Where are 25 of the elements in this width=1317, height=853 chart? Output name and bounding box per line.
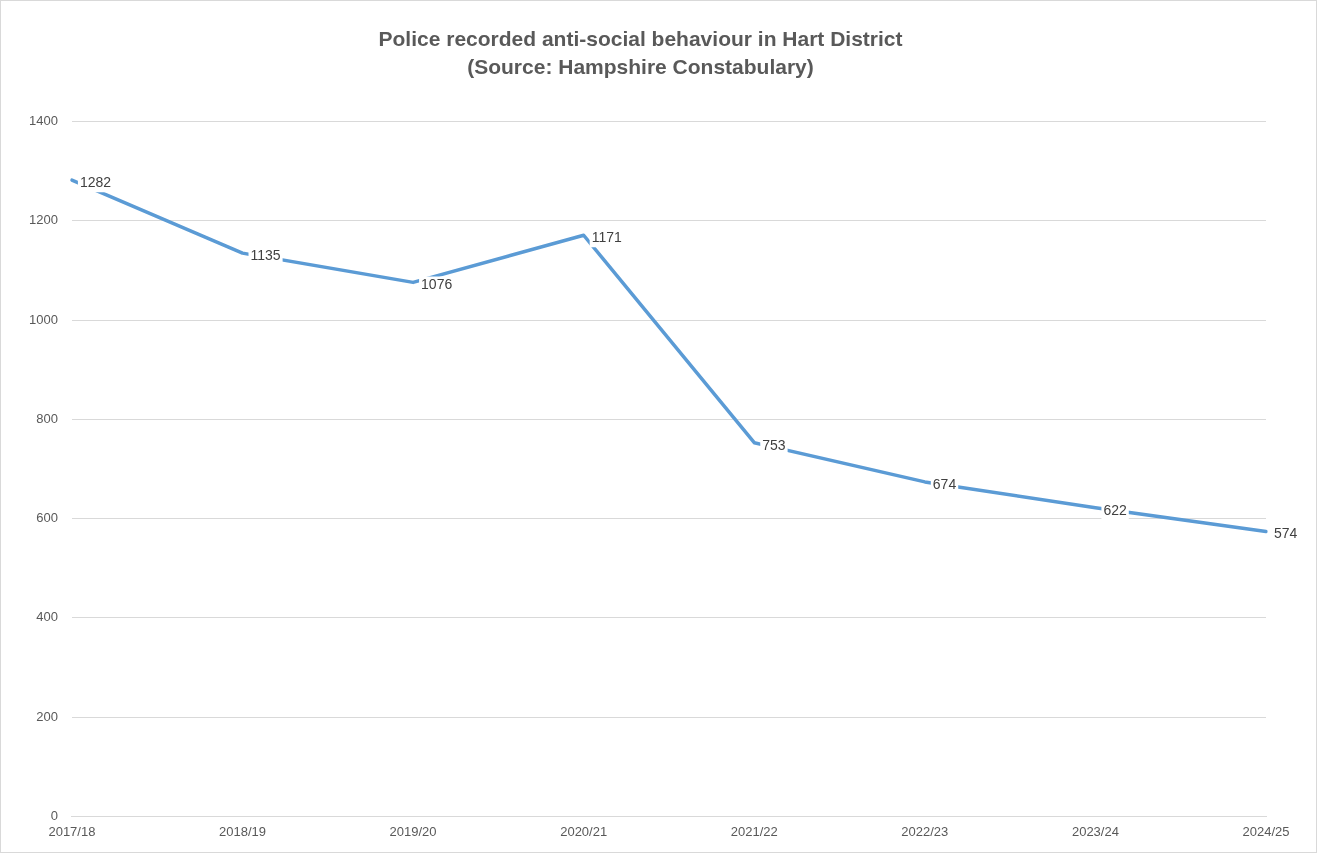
data-label: 753: [762, 436, 786, 453]
chart-title: Police recorded anti-social behaviour in Hart District (Source: Hampshire Constabulary): [378, 27, 903, 78]
data-label: 1171: [591, 229, 622, 246]
y-tick-label: 1000: [29, 311, 58, 327]
y-tick-label: 1200: [29, 212, 58, 228]
data-label: 1135: [250, 246, 281, 263]
y-tick-label: 800: [36, 410, 58, 426]
data-label: 574: [1274, 525, 1298, 542]
x-tick-label: 2023/24: [1071, 823, 1119, 839]
x-tick-label: 2024/25: [1242, 823, 1290, 839]
x-tick-label: 2017/18: [48, 823, 96, 839]
x-tick-label: 2019/20: [389, 823, 437, 839]
y-tick-label: 400: [36, 609, 58, 625]
y-tick-label: 1400: [29, 113, 58, 129]
data-label: 674: [932, 475, 957, 492]
data-label: 1282: [79, 174, 112, 191]
x-tick-label: 2022/23: [901, 823, 949, 839]
data-label: 622: [1103, 501, 1127, 518]
x-tick-label: 2020/21: [560, 823, 608, 839]
y-tick-label: 0: [50, 807, 58, 823]
data-label: 1076: [421, 276, 453, 293]
y-tick-label: 200: [36, 708, 58, 724]
x-tick-label: 2021/22: [730, 823, 778, 839]
y-tick-label: 600: [36, 510, 58, 526]
x-tick-label: 2018/19: [219, 823, 266, 839]
